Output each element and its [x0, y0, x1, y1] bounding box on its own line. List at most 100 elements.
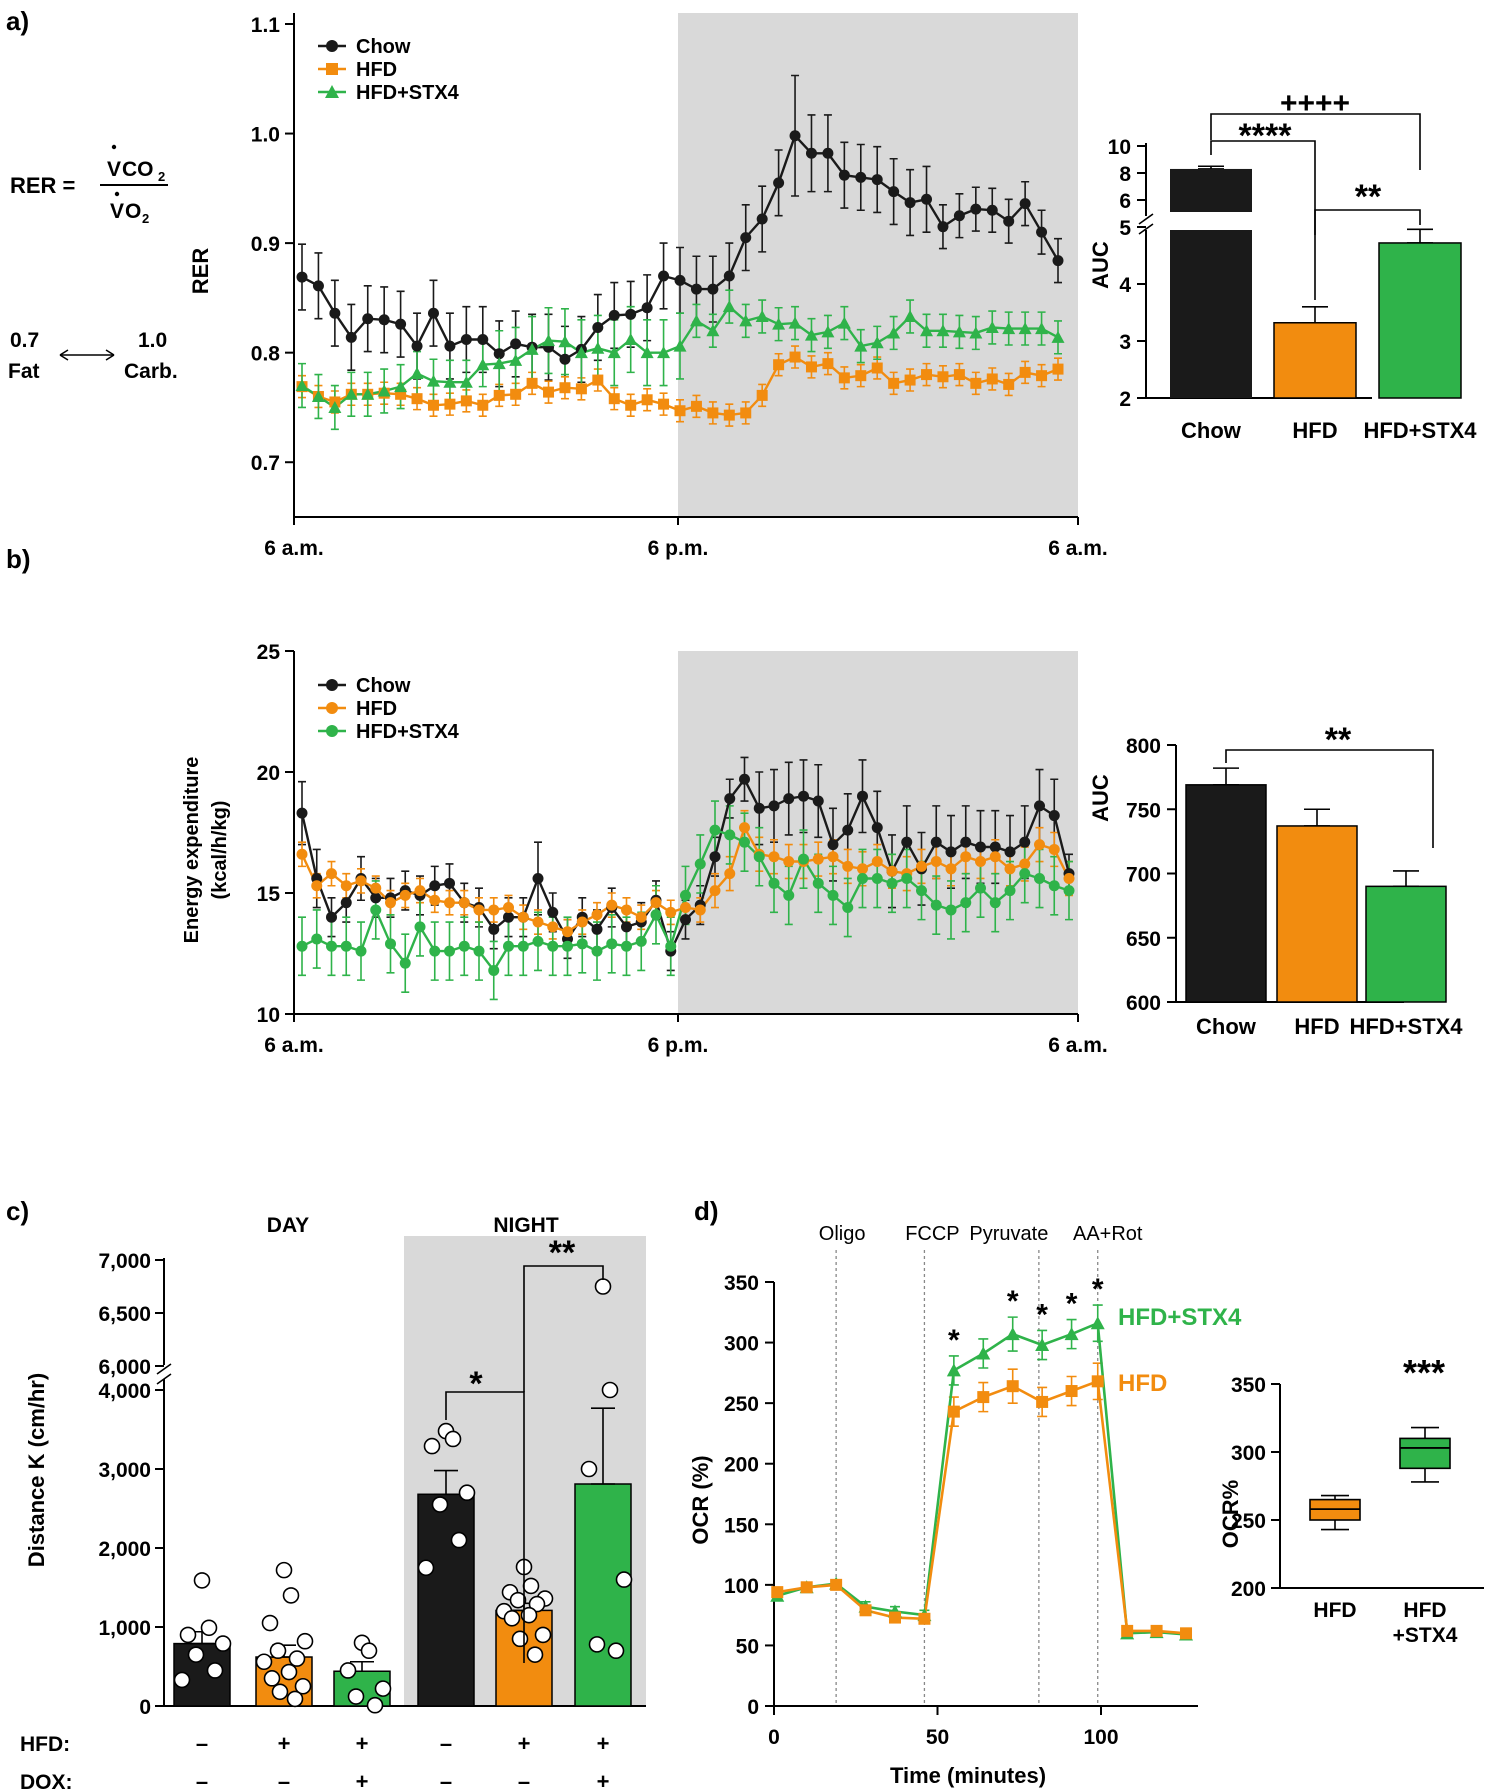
- data-point: [311, 933, 323, 945]
- rer-lhs: RER =: [10, 173, 75, 198]
- error-bar: [1302, 306, 1328, 324]
- data-point: [444, 945, 455, 957]
- legend-label: HFD+STX4: [356, 721, 460, 743]
- data-point: [739, 773, 750, 785]
- dox-sign: +: [597, 1769, 610, 1789]
- y-tick-label: 100: [724, 1575, 759, 1598]
- data-point: [789, 130, 801, 142]
- legend-marker: [325, 85, 339, 98]
- data-point: [857, 872, 868, 884]
- data-point: [665, 940, 677, 952]
- energy-expenditure-line-chart: Energy expenditure (kcal/h/kg) 10 15 20 25 6…: [181, 641, 1108, 1057]
- data-point: [985, 320, 999, 333]
- data-point: [1180, 1627, 1193, 1640]
- data-point: [1034, 872, 1045, 884]
- data-point: [753, 802, 765, 814]
- data-point: [658, 270, 670, 282]
- data-point: [975, 882, 986, 894]
- data-point: [680, 889, 691, 901]
- data-point: [945, 863, 957, 875]
- box: [1399, 1437, 1451, 1470]
- data-point: [674, 274, 686, 286]
- data-point: [723, 270, 735, 282]
- data-point: [690, 400, 702, 412]
- data-point: [187, 1646, 205, 1663]
- data-point: [1048, 880, 1060, 892]
- x-tick-label: HFD: [1294, 1014, 1339, 1039]
- data-point: [975, 856, 986, 868]
- data-point: [522, 1577, 540, 1595]
- y-tick-label: 2,000: [98, 1538, 151, 1561]
- data-point: [411, 340, 423, 352]
- y-tick-label: 600: [1126, 992, 1161, 1015]
- data-point: [477, 399, 489, 411]
- data-point: [431, 1496, 449, 1513]
- data-point: [960, 897, 972, 909]
- data-point: [458, 940, 470, 952]
- dox-sign: –: [278, 1769, 290, 1789]
- panel-label-d: d): [694, 1196, 719, 1226]
- data-point: [827, 851, 839, 863]
- error-bar: [1393, 870, 1419, 888]
- data-point: [606, 938, 618, 950]
- legend-marker: [326, 702, 338, 714]
- data-point: [855, 370, 867, 382]
- data-point: [607, 1642, 625, 1659]
- data-point: [344, 387, 358, 400]
- data-point: [838, 372, 850, 384]
- data-point: [280, 1663, 298, 1681]
- y-tick-label: 8: [1119, 163, 1131, 186]
- hfd-sign: –: [440, 1731, 452, 1756]
- significance-bracket: [445, 1391, 525, 1663]
- data-point: [311, 389, 325, 402]
- data-point: [1035, 322, 1049, 335]
- data-point: [1091, 1375, 1104, 1388]
- data-point: [340, 940, 352, 952]
- series-label-hfd: HFD: [1118, 1370, 1167, 1397]
- data-point: [783, 889, 795, 901]
- data-point: [476, 358, 490, 371]
- data-point: [756, 213, 768, 225]
- data-point: [443, 375, 457, 388]
- y-tick-label: 0.9: [251, 233, 280, 256]
- data-point: [1064, 1327, 1079, 1341]
- y-tick-label: 350: [1231, 1374, 1266, 1397]
- dox-sign: +: [356, 1769, 369, 1789]
- data-point: [1035, 1337, 1050, 1351]
- data-point: [822, 147, 834, 159]
- data-point: [930, 836, 942, 848]
- significance-marker: *: [1036, 1298, 1048, 1331]
- x-tick-label: 50: [926, 1726, 949, 1749]
- data-point: [493, 348, 505, 360]
- data-point: [920, 324, 934, 337]
- data-point: [296, 1632, 314, 1650]
- data-point: [970, 203, 982, 215]
- y-axis-label: AUC: [1088, 241, 1113, 289]
- data-point: [871, 856, 883, 868]
- y-tick-label: 350: [724, 1272, 759, 1295]
- legend-label: Chow: [356, 36, 411, 58]
- y-tick-label: 300: [1231, 1442, 1266, 1465]
- legend-label: HFD: [356, 59, 397, 81]
- series-label-stx4: HFD+STX4: [1118, 1304, 1242, 1331]
- data-point: [800, 1581, 813, 1594]
- data-point: [1034, 800, 1045, 812]
- data-point: [261, 1614, 279, 1632]
- dox-sign: –: [196, 1769, 208, 1789]
- x-tick-label: Chow: [1196, 1014, 1257, 1039]
- data-point: [294, 1677, 312, 1695]
- ocr-box-plot: OCR% 200 250 300 350 HFD HFD +STX4 ***: [1218, 1352, 1484, 1647]
- bar: [417, 1493, 475, 1707]
- y-tick-label: 200: [1231, 1578, 1266, 1601]
- data-point: [444, 897, 455, 909]
- significance-marker: ****: [1239, 117, 1293, 155]
- day-label: DAY: [267, 1214, 309, 1237]
- data-point: [621, 940, 632, 952]
- data-point: [838, 169, 850, 181]
- y-tick-label: 4: [1119, 274, 1131, 297]
- y-axis-label: RER: [188, 248, 213, 295]
- data-point: [788, 316, 802, 329]
- data-point: [615, 1571, 633, 1588]
- data-point: [830, 1578, 843, 1591]
- data-point: [1004, 885, 1016, 897]
